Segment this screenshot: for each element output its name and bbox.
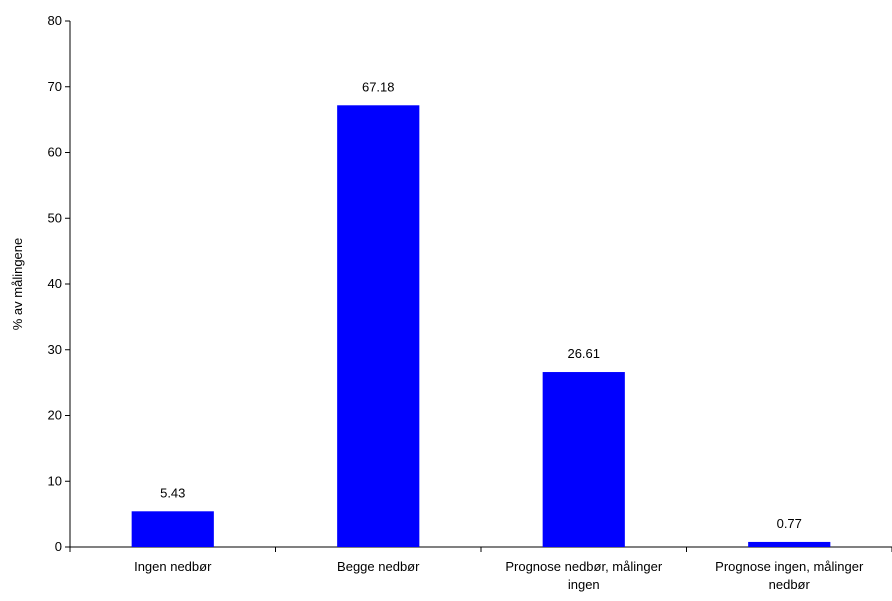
data-label: 26.61 bbox=[567, 346, 600, 361]
bar bbox=[337, 105, 420, 547]
bar bbox=[748, 541, 831, 547]
y-tick-label: 70 bbox=[48, 79, 62, 94]
data-label: 0.77 bbox=[777, 516, 802, 531]
bar bbox=[131, 511, 214, 547]
data-label: 5.43 bbox=[160, 485, 185, 500]
x-category-label: Ingen nedbør bbox=[134, 559, 212, 574]
y-tick-label: 60 bbox=[48, 145, 62, 160]
y-axis-title: % av målingene bbox=[10, 238, 25, 331]
data-label: 67.18 bbox=[362, 79, 395, 94]
y-tick-label: 20 bbox=[48, 408, 62, 423]
y-tick-label: 30 bbox=[48, 342, 62, 357]
y-tick-label: 50 bbox=[48, 210, 62, 225]
bar bbox=[542, 372, 625, 547]
x-category-label: Begge nedbør bbox=[337, 559, 420, 574]
x-category-label: Prognose nedbør, målinger ingen bbox=[505, 559, 662, 592]
x-category-label: Prognose ingen, målinger nedbør bbox=[715, 559, 864, 592]
y-tick-label: 10 bbox=[48, 473, 62, 488]
y-tick-label: 80 bbox=[48, 13, 62, 28]
y-tick-label: 0 bbox=[55, 539, 62, 554]
y-tick-label: 40 bbox=[48, 276, 62, 291]
